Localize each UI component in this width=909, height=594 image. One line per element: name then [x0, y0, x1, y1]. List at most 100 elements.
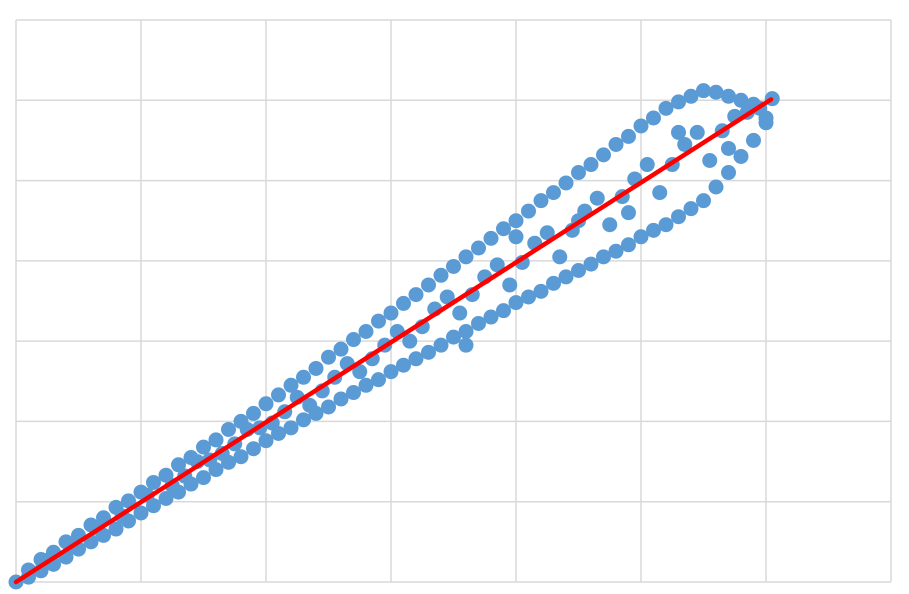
data-point — [552, 249, 568, 265]
data-point — [608, 136, 624, 152]
data-point — [658, 100, 674, 116]
data-point — [358, 324, 374, 340]
data-point — [352, 364, 368, 380]
data-point — [258, 396, 274, 412]
data-point — [508, 295, 524, 311]
data-point — [521, 203, 536, 219]
data-point — [233, 449, 249, 465]
data-point — [271, 387, 286, 403]
data-point — [708, 84, 724, 100]
data-point — [246, 405, 261, 421]
data-point — [383, 305, 399, 321]
data-point — [371, 313, 386, 329]
data-point — [108, 521, 124, 537]
data-point — [639, 157, 655, 173]
data-point — [733, 92, 749, 108]
data-point — [396, 357, 411, 373]
data-point — [458, 337, 474, 353]
data-point — [696, 83, 711, 99]
data-point — [258, 433, 274, 449]
data-point — [677, 136, 693, 152]
data-point — [733, 148, 749, 164]
data-point — [471, 240, 486, 256]
data-point — [358, 377, 374, 393]
data-point — [283, 377, 299, 393]
data-point — [646, 110, 661, 126]
data-point — [689, 124, 705, 140]
data-point — [533, 193, 549, 209]
data-point — [439, 289, 455, 305]
data-point — [546, 275, 561, 291]
data-point — [421, 277, 436, 293]
data-point — [133, 505, 149, 521]
data-point — [708, 179, 724, 195]
data-point — [508, 213, 524, 229]
data-point — [196, 439, 211, 455]
data-point — [721, 165, 736, 181]
data-point — [346, 385, 361, 401]
data-point — [496, 221, 511, 237]
data-point — [221, 421, 236, 437]
data-point — [571, 262, 586, 278]
data-point — [296, 412, 311, 428]
data-point — [321, 349, 336, 365]
data-point — [302, 397, 318, 413]
data-point — [458, 249, 474, 265]
data-point — [721, 88, 736, 104]
data-point — [658, 217, 674, 233]
data-point — [633, 118, 649, 134]
data-point — [208, 432, 224, 448]
data-point — [452, 305, 468, 321]
data-point — [283, 420, 299, 436]
data-point — [489, 257, 505, 273]
data-point — [533, 283, 549, 299]
data-point — [558, 175, 574, 191]
data-point — [633, 229, 649, 245]
data-point — [246, 441, 261, 457]
data-point — [502, 277, 518, 293]
data-point — [296, 369, 311, 385]
data-point — [346, 332, 361, 348]
data-point — [602, 217, 618, 233]
data-point — [646, 222, 661, 238]
data-point — [621, 205, 636, 221]
data-point — [746, 132, 761, 148]
data-point — [483, 230, 499, 246]
data-point — [421, 344, 436, 360]
data-point — [671, 209, 686, 225]
data-point — [458, 324, 474, 340]
data-point — [433, 337, 449, 353]
data-point — [702, 153, 718, 168]
data-point — [121, 493, 136, 509]
data-point — [621, 128, 636, 144]
data-point — [402, 333, 418, 349]
data-point — [471, 315, 486, 331]
data-point — [433, 267, 449, 283]
data-point — [408, 287, 424, 303]
data-point — [308, 360, 324, 376]
data-point — [396, 295, 411, 311]
data-point — [621, 237, 636, 253]
data-point — [558, 269, 574, 285]
data-point — [333, 341, 349, 357]
data-point — [408, 351, 424, 367]
data-point — [383, 364, 399, 380]
data-point — [589, 190, 605, 206]
data-point — [671, 124, 686, 140]
data-point — [333, 391, 349, 407]
data-point — [546, 185, 561, 201]
data-point — [652, 185, 668, 201]
data-point — [596, 249, 611, 265]
data-point — [496, 303, 511, 319]
data-point — [446, 258, 461, 274]
data-point — [683, 88, 699, 104]
data-point — [446, 329, 461, 345]
data-point — [758, 115, 774, 131]
data-point — [671, 94, 686, 110]
data-point — [521, 289, 536, 305]
data-point — [596, 147, 611, 163]
data-point — [371, 372, 386, 388]
data-point — [508, 229, 524, 245]
data-point — [539, 225, 555, 241]
data-point — [483, 309, 499, 325]
